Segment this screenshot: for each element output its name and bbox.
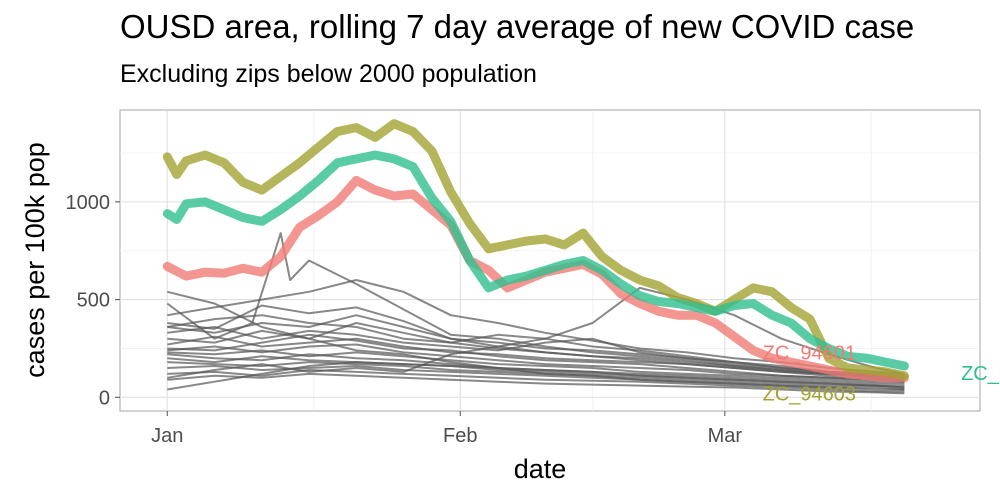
chart-title: OUSD area, rolling 7 day average of new … xyxy=(120,8,915,45)
x-tick-label: Jan xyxy=(151,425,183,447)
series-label: ZC_94601 xyxy=(763,342,856,364)
y-axis-title: cases per 100k pop xyxy=(20,142,50,378)
background-series-line xyxy=(167,361,905,389)
y-tick-label: 500 xyxy=(77,290,110,312)
axis-layer: 0 500 1000 Jan Feb Mar xyxy=(66,192,743,447)
background-series-layer xyxy=(166,232,905,395)
background-series-line xyxy=(167,335,905,381)
x-axis-title: date xyxy=(514,454,567,484)
chart-subtitle: Excluding zips below 2000 population xyxy=(120,60,537,88)
series-label-layer: ZC_94601 ZC_94603 ZC_94621 xyxy=(763,342,1000,405)
highlight-series-line xyxy=(162,119,909,381)
background-series-line xyxy=(167,369,905,393)
background-series-line xyxy=(167,314,905,379)
y-tick-label: 1000 xyxy=(66,192,111,214)
series-label: ZC_94603 xyxy=(763,383,856,405)
x-tick-label: Feb xyxy=(443,425,477,447)
background-series-line xyxy=(167,333,905,383)
background-series-line xyxy=(167,349,905,383)
highlight-series-line xyxy=(162,150,909,371)
y-tick-label: 0 xyxy=(99,387,110,409)
highlight-series-layer xyxy=(162,119,909,383)
x-tick-label: Mar xyxy=(708,425,743,447)
background-series-line xyxy=(167,372,905,395)
series-label: ZC_94621 xyxy=(961,363,1000,385)
